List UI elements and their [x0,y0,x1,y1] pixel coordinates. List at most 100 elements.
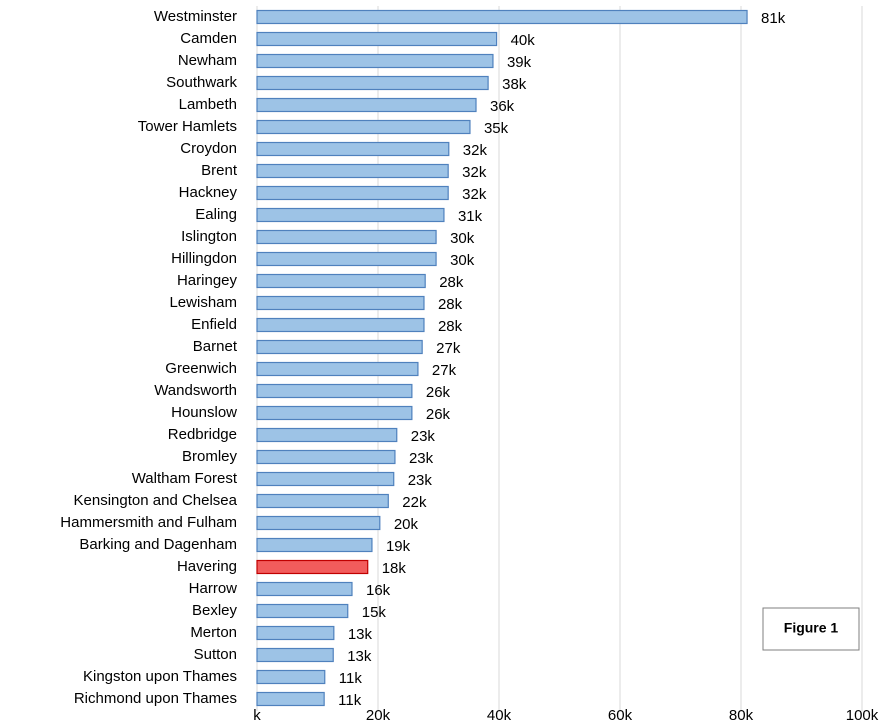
bar [256,427,398,443]
y-tick-label: Kensington and Chelsea [74,492,238,509]
y-tick-label: Tower Hamlets [138,118,237,135]
x-tick-label: 100k [846,707,879,724]
bar [256,163,449,179]
y-tick-label: Westminster [154,8,237,25]
y-tick-label: Ealing [195,206,237,223]
y-tick-label: Havering [177,558,237,575]
bar [256,383,413,399]
value-label: 26k [426,406,451,423]
bar [256,31,498,47]
value-label: 36k [490,98,515,115]
value-label: 28k [438,318,463,335]
y-tick-label: Barking and Dagenham [79,536,237,553]
bar [256,295,425,311]
bar [256,405,413,421]
y-tick-label: Sutton [194,646,237,663]
bar [256,9,748,25]
y-tick-label: Richmond upon Thames [74,690,237,707]
bar [256,361,419,377]
value-label: 22k [402,494,427,511]
y-tick-label: Lewisham [169,294,237,311]
value-label: 19k [386,538,411,555]
y-tick-label: Lambeth [179,96,237,113]
bar [256,493,389,509]
x-tick-label: 20k [366,707,391,724]
y-tick-label: Brent [201,162,238,179]
bar [256,515,381,531]
y-tick-label: Croydon [180,140,237,157]
bar [256,603,349,619]
bar [256,669,326,685]
y-tick-label: Merton [190,624,237,641]
value-label: 38k [502,76,527,93]
value-label: 30k [450,252,475,269]
x-tick-label: 60k [608,707,633,724]
y-tick-label: Hammersmith and Fulham [60,514,237,531]
y-tick-label: Hounslow [171,404,237,421]
value-label: 15k [362,604,387,621]
y-tick-label: Enfield [191,316,237,333]
x-tick-label: k [253,707,261,724]
value-label: 32k [463,142,488,159]
bar [256,471,395,487]
bar [256,317,425,333]
value-label: 27k [436,340,461,357]
annotation: Figure 1 [784,620,839,636]
y-tick-label: Haringey [177,272,238,289]
value-label: 23k [408,472,433,489]
y-tick-label: Newham [178,52,237,69]
y-tick-label: Bexley [192,602,238,619]
bar [256,625,335,641]
value-label: 28k [439,274,464,291]
value-label: 30k [450,230,475,247]
x-tick-label: 80k [729,707,754,724]
y-tick-label: Kingston upon Thames [83,668,237,685]
x-tick-label: 40k [487,707,512,724]
value-label: 18k [382,560,407,577]
bar [256,581,353,597]
bar [256,119,471,135]
value-label: 23k [409,450,434,467]
value-label: 35k [484,120,509,137]
value-label: 26k [426,384,451,401]
bar [256,559,369,575]
y-tick-label: Greenwich [165,360,237,377]
bar [256,53,494,69]
bar [256,339,423,355]
value-label: 11k [339,670,363,687]
value-label: 81k [761,10,786,27]
value-label: 13k [348,626,373,643]
value-label: 16k [366,582,391,599]
value-label: 13k [347,648,372,665]
y-tick-label: Redbridge [168,426,237,443]
bar [256,229,437,245]
y-tick-label: Bromley [182,448,238,465]
bar [256,273,426,289]
bar [256,691,325,707]
value-label: 27k [432,362,457,379]
value-label: 40k [511,32,536,49]
bar [256,537,373,553]
value-label: 31k [458,208,483,225]
bar [256,185,449,201]
bar [256,75,489,91]
bar [256,207,445,223]
bar [256,97,477,113]
y-tick-label: Islington [181,228,237,245]
value-label: 32k [462,164,487,181]
y-tick-label: Hillingdon [171,250,237,267]
value-label: 23k [411,428,436,445]
value-label: 11k [338,692,362,709]
bar [256,251,437,267]
y-tick-label: Camden [180,30,237,47]
bar [256,449,396,465]
bar [256,141,450,157]
value-label: 20k [394,516,419,533]
bar [256,647,334,663]
value-label: 32k [462,186,487,203]
y-tick-label: Wandsworth [154,382,237,399]
y-tick-label: Harrow [189,580,238,597]
annotation-box [762,607,860,651]
y-tick-label: Southwark [166,74,237,91]
